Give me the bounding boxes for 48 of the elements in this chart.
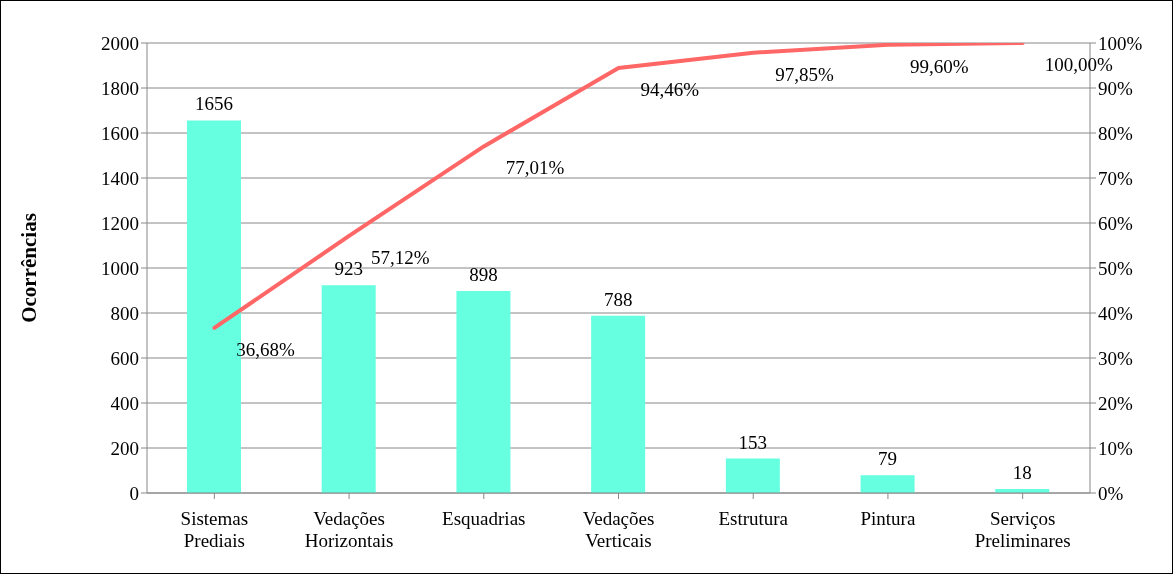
data-label: 788 bbox=[603, 288, 633, 310]
y2-tick-label: 50% bbox=[1098, 257, 1133, 279]
data-label: 77,01% bbox=[505, 157, 565, 179]
data-label: 57,12% bbox=[371, 246, 430, 268]
x-tick-label: Vedações Verticais bbox=[582, 508, 655, 551]
data-label: 898 bbox=[469, 263, 498, 285]
x-tick-label: Vedações Horizontais bbox=[304, 508, 394, 551]
y-tick-label: 1200 bbox=[101, 212, 139, 234]
x-tick-label: Esquadrias bbox=[442, 508, 526, 529]
data-label: 923 bbox=[334, 258, 363, 280]
y-axis-title: Ocorrências bbox=[17, 213, 42, 323]
bar bbox=[456, 290, 511, 493]
y2-tick-label: 90% bbox=[1098, 77, 1133, 99]
data-label: 94,46% bbox=[640, 78, 700, 100]
data-label: 99,60% bbox=[909, 55, 969, 77]
y-tick-label: 800 bbox=[110, 302, 139, 324]
bar bbox=[725, 458, 780, 493]
y2-tick-label: 80% bbox=[1098, 122, 1133, 144]
data-label: 97,85% bbox=[775, 63, 834, 85]
y-tick-label: 600 bbox=[110, 347, 139, 369]
x-tick-label: Pintura bbox=[860, 508, 916, 529]
y-tick-label: 1000 bbox=[101, 257, 139, 279]
y-tick-label: 1400 bbox=[101, 167, 139, 189]
x-tick-label: Serviços Preliminares bbox=[974, 508, 1071, 551]
y2-tick-label: 30% bbox=[1098, 347, 1133, 369]
y2-tick-label: 20% bbox=[1098, 392, 1133, 414]
x-tick-label: Estrutura bbox=[718, 508, 789, 529]
data-label: 18 bbox=[1012, 461, 1032, 483]
bar bbox=[591, 315, 646, 493]
data-label: 1656 bbox=[195, 93, 233, 115]
y-tick-label: 1600 bbox=[101, 122, 139, 144]
bar bbox=[860, 475, 915, 493]
data-label: 153 bbox=[738, 431, 768, 453]
bar bbox=[321, 285, 376, 493]
y2-tick-label: 60% bbox=[1098, 212, 1133, 234]
y2-tick-label: 100% bbox=[1098, 32, 1143, 54]
y-tick-label: 200 bbox=[110, 437, 139, 459]
y-tick-label: 2000 bbox=[101, 32, 139, 54]
data-label: 79 bbox=[878, 448, 898, 470]
data-label: 100,00% bbox=[1044, 54, 1113, 75]
y-tick-label: 1800 bbox=[101, 77, 139, 99]
y2-tick-label: 0% bbox=[1098, 482, 1124, 504]
y2-tick-label: 40% bbox=[1098, 302, 1133, 324]
x-tick-label: Sistemas Prediais bbox=[180, 508, 249, 551]
y-tick-label: 400 bbox=[110, 392, 139, 414]
y2-tick-label: 70% bbox=[1098, 167, 1133, 189]
y2-tick-label: 10% bbox=[1098, 437, 1133, 459]
y-tick-label: 0 bbox=[129, 482, 139, 504]
